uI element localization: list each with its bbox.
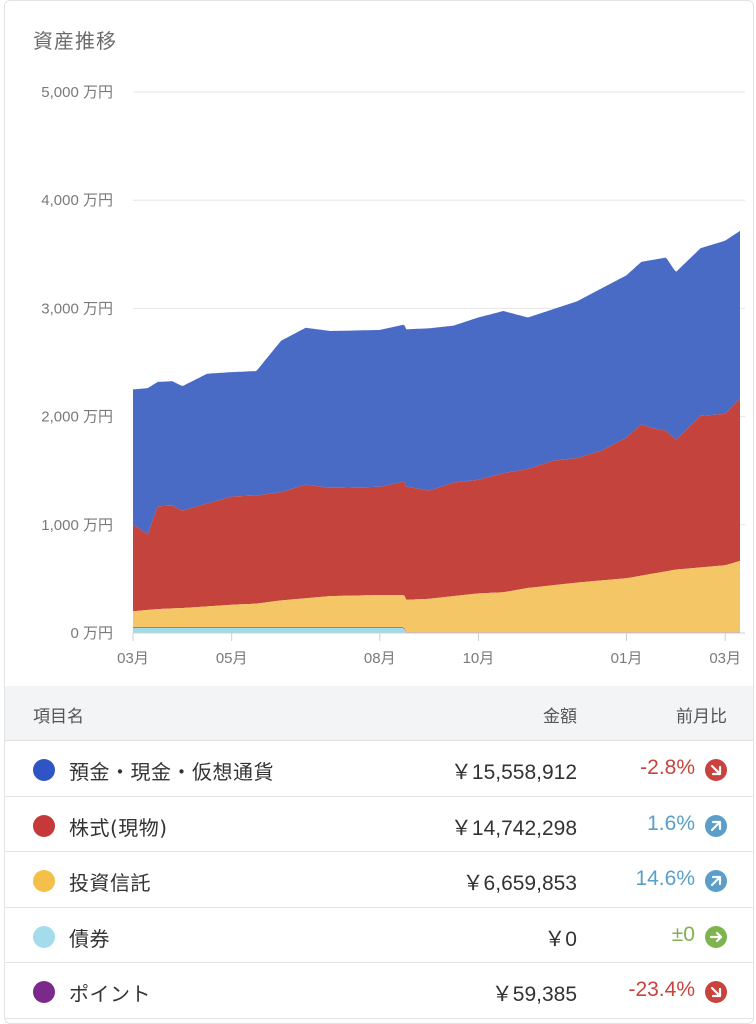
x-tick-label: 03月 [709, 650, 741, 667]
row-name: 債券 [69, 926, 110, 951]
area-series [133, 627, 740, 633]
legend-dot [33, 870, 55, 892]
row-amount: ￥59,385 [491, 983, 577, 1006]
x-tick-label: 01月 [611, 650, 643, 667]
table-row[interactable]: ポイント ￥59,385 -23.4% [5, 963, 753, 1019]
legend-dot [33, 759, 55, 781]
row-name: 預金・現金・仮想通貨 [69, 760, 274, 784]
up-right-arrow-icon [705, 814, 727, 837]
y-tick-label: 2,000 万円 [41, 409, 113, 426]
header-name: 項目名 [33, 707, 84, 727]
row-change: ±0 [671, 922, 695, 946]
down-right-arrow-icon [705, 759, 727, 781]
row-change: 14.6% [635, 867, 695, 890]
row-change: -2.8% [640, 756, 695, 779]
x-tick-label: 05月 [216, 650, 248, 667]
row-amount: ￥14,742,298 [450, 816, 577, 840]
x-tick-label: 08月 [364, 650, 396, 667]
legend-dot [33, 981, 55, 1003]
table-row[interactable]: 債券 ￥0 ±0 [5, 908, 753, 963]
y-tick-label: 5,000 万円 [41, 84, 113, 101]
table-row[interactable]: 投資信託 ￥6,659,853 14.6% [5, 852, 753, 908]
right-arrow-icon [705, 925, 727, 948]
area-series [133, 560, 740, 633]
card-title: 資産推移 [33, 29, 117, 53]
y-tick-label: 0 万円 [70, 625, 113, 642]
row-amount: ￥15,558,912 [450, 761, 577, 784]
y-tick-label: 1,000 万円 [41, 517, 113, 534]
row-amount: ￥6,659,853 [462, 872, 577, 895]
area-series [133, 230, 740, 534]
y-tick-label: 3,000 万円 [41, 300, 113, 317]
row-name: ポイント [69, 982, 151, 1006]
legend-dot [33, 814, 55, 837]
row-change: -23.4% [628, 978, 695, 1001]
row-name: 投資信託 [69, 871, 151, 895]
table-row[interactable]: 預金・現金・仮想通貨 ￥15,558,912 -2.8% [5, 741, 753, 797]
row-change: 1.6% [647, 811, 695, 835]
asset-history-card: 0 万円 1,000 万円 2,000 万円 3,000 万円 4,000 万円 5,00… [4, 0, 754, 1024]
asset-chart-svg: 0 万円 1,000 万円 2,000 万円 3,000 万円 4,000 万円 5,00… [41, 84, 745, 667]
legend-dot [33, 925, 55, 948]
y-tick-label: 4,000 万円 [41, 192, 113, 209]
up-right-arrow-icon [705, 870, 727, 892]
table-header: 項目名 金額 前月比 [5, 686, 753, 741]
x-tick-label: 03月 [117, 650, 149, 667]
down-right-arrow-icon [705, 981, 727, 1003]
asset-table: 項目名 金額 前月比 預金・現金・仮想通貨 ￥15,558,912 -2.8% 株式(… [5, 686, 753, 1019]
area-series [133, 628, 740, 633]
header-change: 前月比 [676, 707, 727, 727]
table-row[interactable]: 株式(現物) ￥14,742,298 1.6% [5, 797, 753, 852]
row-amount: ￥0 [544, 927, 577, 951]
row-name: 株式(現物) [69, 815, 168, 840]
x-tick-label: 10月 [463, 650, 495, 667]
area-series [133, 398, 740, 612]
asset-chart: 0 万円 1,000 万円 2,000 万円 3,000 万円 4,000 万円 5,00… [5, 1, 753, 686]
header-amount: 金額 [543, 707, 577, 727]
